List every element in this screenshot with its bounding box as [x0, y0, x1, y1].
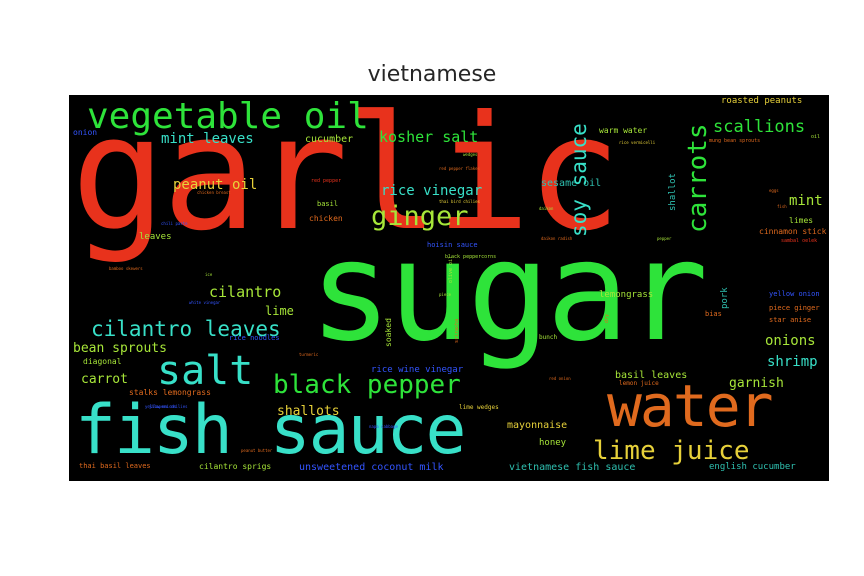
word-lemongrass: lemongrass	[599, 290, 654, 300]
word-unsweetened-coconut-milk: unsweetened coconut milk	[299, 462, 444, 473]
word-cinnamon-stick: cinnamon stick	[759, 227, 827, 236]
word-cucumber: cucumber	[305, 134, 354, 145]
word-chili-paste: chili paste	[161, 221, 188, 226]
word-shallot: shallot	[668, 173, 678, 211]
word-vegetable-oil: vegetable oil	[87, 96, 369, 137]
word-yellow-onions: yellow onions	[145, 404, 177, 409]
word-red-pepper-flakes: red pepper flakes	[439, 166, 480, 171]
word-carrot: carrot	[81, 372, 128, 387]
word-onion: onion	[73, 128, 98, 137]
word-soaked: soaked	[384, 318, 393, 347]
word-jalapeno-chilies: jalapeno chilies	[149, 404, 188, 409]
word-lime-juice: lime juice	[593, 436, 750, 466]
word-rice-noodles: rice noodles	[229, 334, 280, 342]
word-turmeric: turmeric	[299, 352, 319, 357]
word-piece-ginger: piece ginger	[769, 304, 820, 312]
word-honey: honey	[539, 438, 567, 448]
word-ice: ice	[205, 272, 213, 277]
word-bean-sprouts: bean sprouts	[73, 341, 167, 356]
word-black-pepper: black pepper	[273, 370, 461, 400]
word-white-vinegar: white vinegar	[189, 300, 221, 305]
word-roasted-peanuts: roasted peanuts	[721, 96, 803, 106]
word-carrots: carrots	[683, 123, 713, 233]
word-cloud: garlic sugar fish sauce water vegetable …	[69, 95, 829, 481]
word-thai-bird-chilies: thai bird chilies	[439, 199, 480, 204]
word-peanut-oil: peanut oil	[173, 177, 258, 193]
word-chicken: chicken	[309, 214, 343, 223]
word-shrimp: shrimp	[767, 354, 818, 370]
word-bamboo-skewers: bamboo skewers	[109, 266, 143, 271]
word-water: water	[607, 372, 774, 440]
word-ginger: ginger	[371, 201, 469, 232]
word-mint: mint	[789, 193, 823, 209]
word-sesame-oil: sesame oil	[541, 178, 602, 189]
word-onions: onions	[765, 333, 816, 349]
word-garnish: garnish	[729, 376, 784, 391]
word-fish-sauce: fish sauce	[75, 391, 466, 470]
word-red-pepper: red pepper	[311, 178, 342, 184]
word-bunch: bunch	[539, 334, 558, 341]
word-red-onion: red onion	[549, 376, 571, 381]
word-hoisin-sauce: hoisin sauce	[427, 241, 478, 249]
word-diagonal: diagonal	[83, 357, 122, 366]
word-fish: fish	[777, 204, 787, 209]
word-mayonnaise: mayonnaise	[507, 420, 568, 431]
word-kosher-salt: kosher salt	[379, 128, 479, 146]
word-daikon: daikon	[539, 206, 554, 211]
word-sriracha: sriracha	[454, 318, 460, 343]
word-peanut-butter: peanut butter	[241, 448, 273, 453]
word-piece: piece	[439, 292, 452, 297]
word-chicken-breast: chicken breast	[197, 190, 231, 195]
word-daikon-radish: daikon radish	[541, 236, 573, 241]
word-wedges: wedges	[463, 152, 478, 157]
word-pork: pork	[720, 287, 730, 309]
word-salt: salt	[157, 348, 254, 394]
word-pepper: pepper	[657, 236, 672, 241]
word-lime: lime	[265, 304, 294, 318]
word-sambal-oelek: sambal oelek	[781, 238, 818, 244]
word-soy-sauce: soy sauce	[567, 123, 591, 237]
word-basil: basil	[317, 200, 339, 208]
word-cilantro: cilantro	[209, 283, 282, 301]
word-lemon-juice: lemon juice	[619, 380, 659, 387]
word-garlic: garlic	[71, 95, 622, 266]
word-leaves: leaves	[139, 232, 172, 242]
chart-title: vietnamese	[367, 62, 497, 87]
word-rice-wine-vinegar: rice wine vinegar	[371, 365, 464, 375]
word-lime-wedges: lime wedges	[459, 404, 499, 411]
word-star-anise: star anise	[769, 316, 812, 324]
word-dry: dry	[604, 313, 610, 323]
word-bias: bias	[705, 310, 722, 318]
word-oil: oil	[811, 134, 821, 140]
word-sugar: sugar	[309, 211, 708, 372]
word-eggs: eggs	[769, 188, 779, 193]
word-olive-oil: olive oil	[448, 255, 454, 283]
word-vietnamese-fish-sauce: vietnamese fish sauce	[509, 462, 636, 473]
word-limes: limes	[789, 216, 814, 225]
word-rice-vinegar: rice vinegar	[381, 183, 483, 199]
word-english-cucumber: english cucumber	[709, 462, 796, 472]
word-stalks-lemongrass: stalks lemongrass	[129, 388, 211, 397]
word-yellow-onion: yellow onion	[769, 290, 820, 298]
word-cilantro-sprigs: cilantro sprigs	[199, 462, 272, 471]
word-cilantro-leaves: cilantro leaves	[91, 317, 281, 341]
word-mint-leaves: mint leaves	[161, 131, 254, 147]
word-basil-leaves: basil leaves	[615, 370, 688, 381]
word-mung-bean-sprouts: mung bean sprouts	[709, 138, 761, 144]
word-scallions: scallions	[713, 117, 806, 137]
word-rice-vermicelli: rice vermicelli	[619, 140, 656, 145]
word-thai-basil-leaves: thai basil leaves	[79, 462, 151, 470]
word-shallots: shallots	[277, 404, 340, 419]
word-black-peppercorns: black peppercorns	[445, 254, 497, 260]
word-napa-cabbage: napa cabbage	[369, 424, 398, 429]
word-warm-water: warm water	[599, 126, 648, 135]
